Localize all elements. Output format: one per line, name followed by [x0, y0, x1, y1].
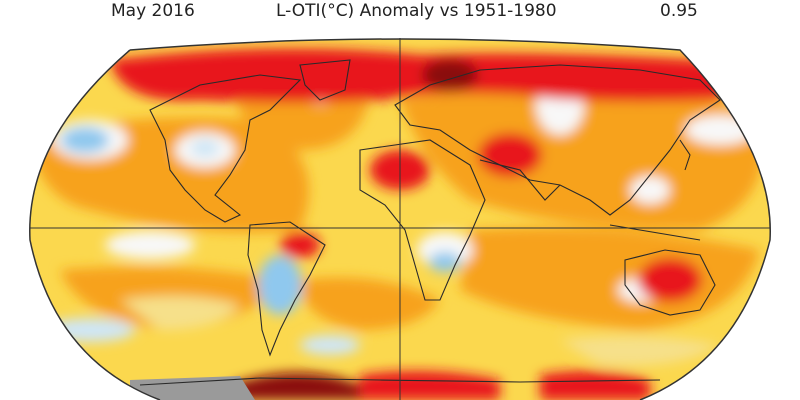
date-label: May 2016: [111, 1, 195, 21]
darkred-region-siberia: [422, 59, 478, 91]
blue-region-southern-africa: [429, 252, 461, 272]
coast-australia: [624, 249, 716, 316]
coast-africa: [359, 139, 486, 301]
lightblue-region-north-america: [191, 139, 219, 157]
blue-region-north-pacific: [61, 127, 109, 153]
blue-region-south-america: [258, 255, 302, 315]
white-region-east-asia: [630, 176, 670, 204]
red-region-middle-east: [478, 133, 542, 177]
coast-eurasia: [394, 64, 721, 216]
orange-region-eurasia: [400, 87, 764, 230]
lightblue-region-south-pacific: [45, 318, 135, 342]
red-region-antarctica: [360, 371, 500, 400]
white-region-north-pacific-east: [685, 115, 755, 145]
coast-antarctica: [139, 377, 661, 386]
red-region-australia: [638, 258, 702, 302]
coast-greenland: [299, 59, 351, 101]
pale-region-southern-ocean: [560, 336, 720, 366]
white-region-tropical-pacific: [105, 231, 195, 259]
orange-region-south-atlantic: [300, 277, 440, 330]
red-region-brazil: [280, 232, 320, 258]
red-region-antarctica-east: [540, 371, 650, 400]
coast-japan: [679, 139, 691, 171]
global-anomaly-value: 0.95: [660, 1, 698, 21]
globe-outline: [29, 38, 771, 400]
map-title: L-OTI(°C) Anomaly vs 1951-1980: [276, 1, 557, 21]
coast-south-america: [247, 221, 326, 357]
pale-region-south-pacific: [120, 296, 240, 330]
coast-arabia-india: [479, 159, 561, 201]
no-data-region: [130, 376, 255, 400]
coast-north-america: [149, 74, 302, 223]
lightblue-region-south-atlantic: [300, 335, 360, 355]
red-region-arctic: [110, 48, 727, 103]
map-header: May 2016 L-OTI(°C) Anomaly vs 1951-1980 …: [0, 0, 800, 26]
